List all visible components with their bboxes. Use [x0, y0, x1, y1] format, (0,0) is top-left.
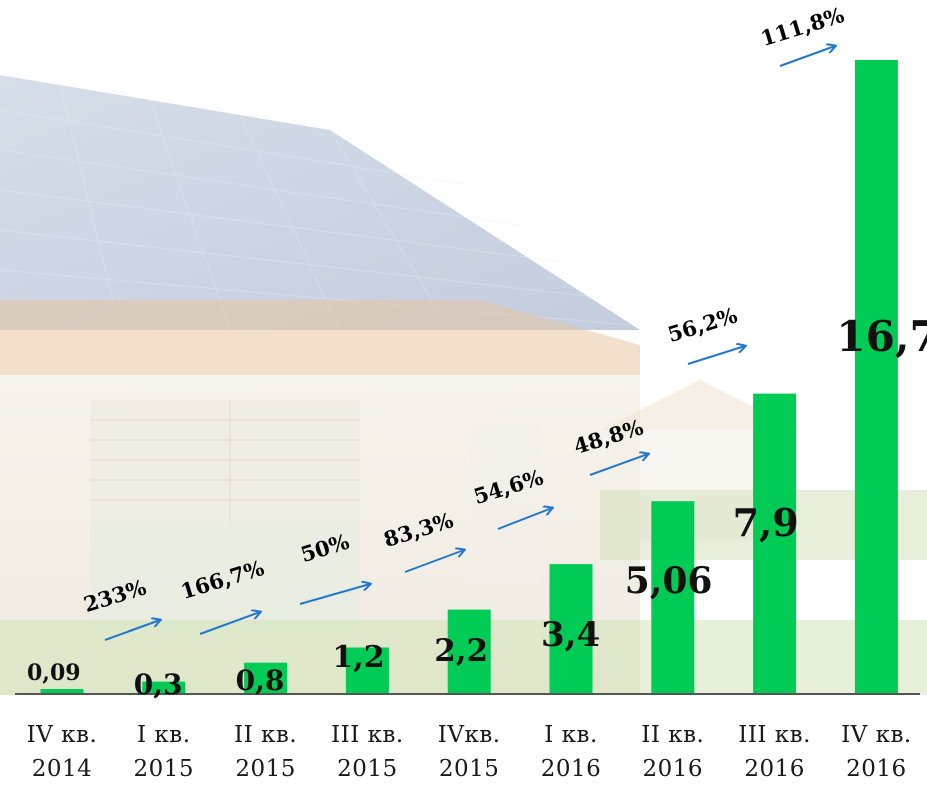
growth-arrow: [589, 454, 648, 476]
bar: [142, 681, 186, 693]
x-tick-label: III кв. 2015: [331, 722, 404, 782]
bar: [549, 564, 593, 693]
growth-arrow: [779, 46, 835, 67]
growth-arrow: [199, 612, 260, 635]
data-label: 0,09: [27, 660, 81, 686]
data-label: 7,9: [732, 500, 799, 545]
bar: [40, 689, 84, 693]
data-label: 5,06: [624, 560, 713, 602]
growth-arrow: [497, 508, 552, 530]
x-tick-label: I кв. 2016: [540, 722, 602, 782]
data-label: 3,4: [541, 615, 601, 655]
bar: [345, 647, 389, 693]
bar: [447, 609, 491, 693]
x-tick-label: IV кв. 2014: [26, 722, 98, 782]
bar: [854, 60, 898, 693]
solar-roof: [0, 75, 640, 330]
x-tick-label: II кв. 2015: [234, 722, 298, 782]
bar: [244, 662, 288, 693]
data-label: 0,3: [133, 668, 183, 701]
growth-arrow: [687, 346, 745, 365]
data-label: 1,2: [332, 640, 385, 675]
growth-arrow: [104, 620, 160, 641]
x-tick-label: IV кв. 2016: [841, 722, 912, 782]
data-label: 16,7: [836, 312, 927, 361]
bar: [651, 501, 695, 693]
x-tick-label: III кв. 2016: [738, 722, 811, 782]
data-label: 2,2: [434, 633, 489, 669]
growth-arrow: [404, 550, 464, 573]
x-tick-label: I кв. 2015: [133, 722, 195, 782]
x-tick-label: IVкв. 2015: [437, 722, 501, 782]
growth-arrow: [299, 584, 370, 605]
bar: [753, 393, 797, 693]
x-tick-label: II кв. 2016: [641, 722, 705, 782]
data-label: 0,8: [235, 664, 285, 697]
